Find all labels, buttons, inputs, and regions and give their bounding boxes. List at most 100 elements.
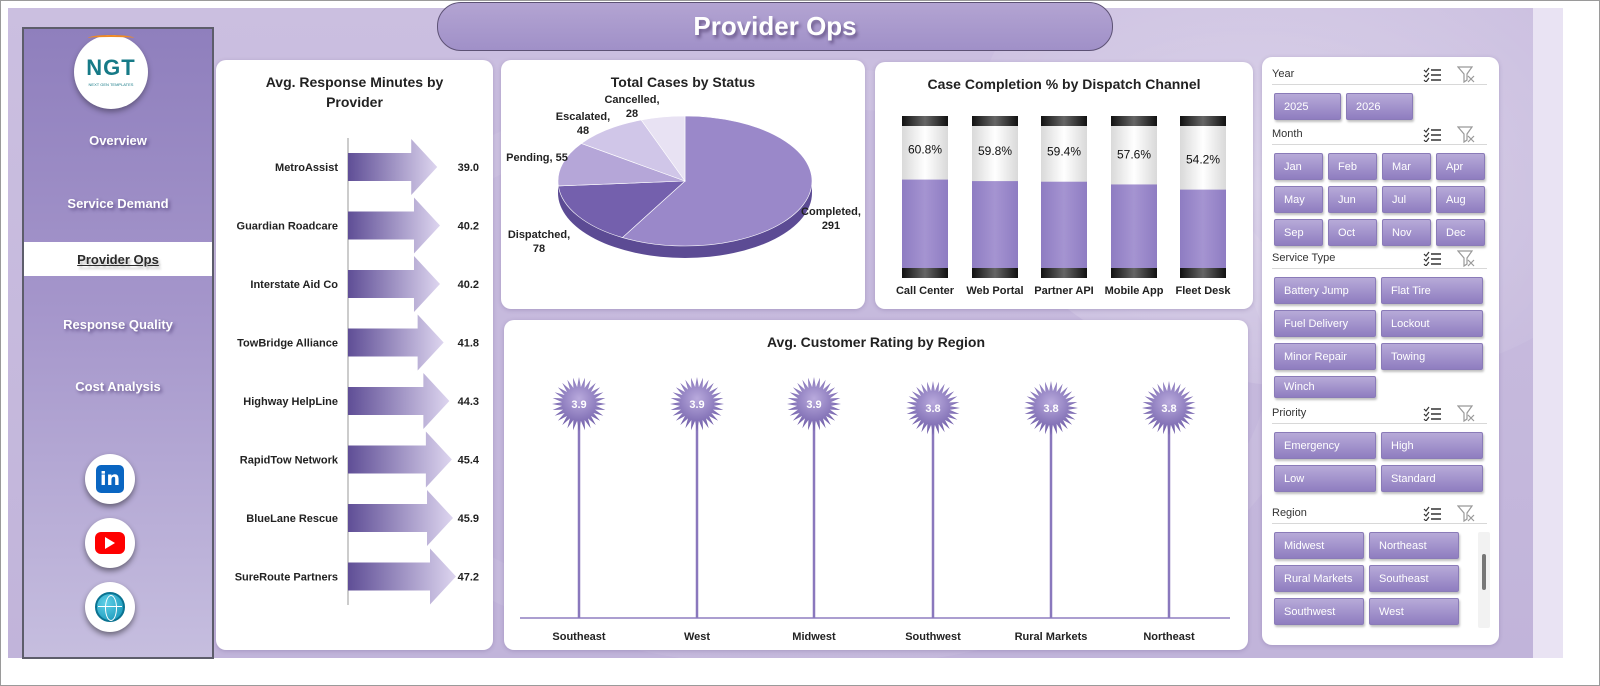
completion-bar <box>1180 189 1226 272</box>
nav-service-demand[interactable]: Service Demand <box>67 195 169 211</box>
month-sep-button[interactable]: Sep <box>1274 219 1323 246</box>
provider-value: 47.2 <box>458 572 479 584</box>
service-towing-button[interactable]: Towing <box>1381 343 1483 370</box>
year-2026-button[interactable]: 2026 <box>1346 93 1413 120</box>
completion-value: 57.6% <box>1117 147 1151 161</box>
month-dec-button[interactable]: Dec <box>1436 219 1485 246</box>
filter-pane: Year 2025 2026 Month Jan Feb Mar Apr May… <box>1262 57 1499 645</box>
region-west-button[interactable]: West <box>1369 598 1459 625</box>
multi-select-icon[interactable] <box>1423 251 1441 266</box>
priority-emergency-button[interactable]: Emergency <box>1274 432 1376 459</box>
region-rural-markets-button[interactable]: Rural Markets <box>1274 565 1364 592</box>
month-may-button[interactable]: May <box>1274 186 1323 213</box>
month-jun-button[interactable]: Jun <box>1328 186 1377 213</box>
provider-bar <box>348 314 444 371</box>
month-aug-button[interactable]: Aug <box>1436 186 1485 213</box>
rating-by-region-chart: 3.9 Southeast 3.9 West 3.9 Midwest 3.8 Southwes… <box>520 377 1230 643</box>
month-jan-button[interactable]: Jan <box>1274 153 1323 180</box>
multi-select-icon[interactable] <box>1423 127 1441 142</box>
region-slicer: Region Midwest Northeast Rural Markets S… <box>1272 504 1490 628</box>
website-button[interactable] <box>85 582 135 632</box>
cases-by-status-chart: Completed, 291 Dispatched, 78 Pending, 55 Esc… <box>506 94 861 258</box>
youtube-button[interactable] <box>85 518 135 568</box>
pie-label: 78 <box>533 243 545 255</box>
pie-label: 28 <box>626 108 638 120</box>
month-oct-button[interactable]: Oct <box>1328 219 1377 246</box>
service-winch-button[interactable]: Winch <box>1274 376 1376 398</box>
nav-overview[interactable]: Overview <box>89 132 147 148</box>
rating-marker <box>670 377 724 431</box>
slicer-title: Month <box>1272 128 1303 140</box>
rating-marker <box>552 377 606 431</box>
provider-bar <box>348 431 452 488</box>
provider-label: MetroAssist <box>275 162 338 174</box>
priority-high-button[interactable]: High <box>1381 432 1483 459</box>
region-southwest-button[interactable]: Southwest <box>1274 598 1364 625</box>
channel-label: Partner API <box>1034 285 1094 297</box>
chart-title: Avg. Response Minutes by Provider <box>265 74 444 110</box>
region-scrollbar-thumb[interactable] <box>1482 554 1486 590</box>
globe-icon <box>95 592 125 622</box>
clear-filter-icon[interactable] <box>1457 250 1475 267</box>
channel-label: Fleet Desk <box>1175 285 1231 297</box>
clear-filter-icon[interactable] <box>1457 66 1475 83</box>
priority-standard-button[interactable]: Standard <box>1381 465 1483 492</box>
region-label: Southeast <box>552 631 606 643</box>
month-nov-button[interactable]: Nov <box>1382 219 1431 246</box>
pie-label: Escalated, <box>556 111 610 123</box>
region-northeast-button[interactable]: Northeast <box>1369 532 1459 559</box>
pie-slice <box>558 180 686 238</box>
completion-value: 59.4% <box>1047 145 1081 159</box>
rating-value: 3.8 <box>1161 403 1176 415</box>
nav-response-quality[interactable]: Response Quality <box>63 316 173 332</box>
service-fuel-delivery-button[interactable]: Fuel Delivery <box>1274 310 1376 337</box>
clear-filter-icon[interactable] <box>1457 505 1475 522</box>
channel-label: Web Portal <box>966 285 1023 297</box>
nav-cost-analysis[interactable]: Cost Analysis <box>75 378 161 394</box>
page-title: Provider Ops <box>437 2 1113 51</box>
priority-low-button[interactable]: Low <box>1274 465 1376 492</box>
pie-label: 48 <box>577 125 589 137</box>
month-jul-button[interactable]: Jul <box>1382 186 1431 213</box>
service-lockout-button[interactable]: Lockout <box>1381 310 1483 337</box>
multi-select-icon[interactable] <box>1423 506 1441 521</box>
multi-select-icon[interactable] <box>1423 406 1441 421</box>
service-flat-tire-button[interactable]: Flat Tire <box>1381 277 1483 304</box>
month-apr-button[interactable]: Apr <box>1436 153 1485 180</box>
region-southeast-button[interactable]: Southeast <box>1369 565 1459 592</box>
completion-cap-bottom <box>1180 268 1226 278</box>
service-battery-jump-button[interactable]: Battery Jump <box>1274 277 1376 304</box>
completion-by-channel-panel: Case Completion % by Dispatch Channel 60… <box>875 62 1253 309</box>
completion-cap-top <box>1111 116 1157 126</box>
completion-by-channel-chart: 60.8% Call Center 59.8% Web Portal 59.4% Part… <box>896 116 1231 297</box>
linkedin-button[interactable]: in <box>85 454 135 504</box>
provider-bar <box>348 490 454 546</box>
logo-text: NGT <box>86 55 136 80</box>
completion-cap-bottom <box>972 268 1018 278</box>
region-label: Southwest <box>905 631 961 643</box>
completion-bar <box>902 179 948 272</box>
service-type-slicer: Service Type Battery Jump Flat Tire Fuel… <box>1272 249 1487 398</box>
region-midwest-button[interactable]: Midwest <box>1274 532 1364 559</box>
clear-filter-icon[interactable] <box>1457 126 1475 143</box>
nav-provider-ops[interactable]: Provider Ops <box>24 242 212 276</box>
priority-slicer: Priority Emergency High Low Standard <box>1272 404 1487 492</box>
provider-value: 44.3 <box>458 396 479 408</box>
month-feb-button[interactable]: Feb <box>1328 153 1377 180</box>
clear-filter-icon[interactable] <box>1457 405 1475 422</box>
completion-value: 54.2% <box>1186 153 1220 167</box>
year-2025-button[interactable]: 2025 <box>1274 93 1341 120</box>
linkedin-icon: in <box>96 465 124 493</box>
provider-label: Guardian Roadcare <box>237 221 338 233</box>
provider-bar <box>348 548 456 605</box>
service-minor-repair-button[interactable]: Minor Repair <box>1274 343 1376 370</box>
logo-subtext: NEXT GEN TEMPLATES <box>88 82 134 87</box>
pie-label: 291 <box>822 220 840 232</box>
region-label: Midwest <box>792 631 836 643</box>
month-slicer: Month Jan Feb Mar Apr May Jun Jul Aug Se… <box>1272 125 1487 246</box>
region-scrollbar[interactable] <box>1478 532 1490 628</box>
multi-select-icon[interactable] <box>1423 67 1441 82</box>
provider-label: Interstate Aid Co <box>250 279 338 291</box>
month-mar-button[interactable]: Mar <box>1382 153 1431 180</box>
pie-slice <box>557 143 686 187</box>
